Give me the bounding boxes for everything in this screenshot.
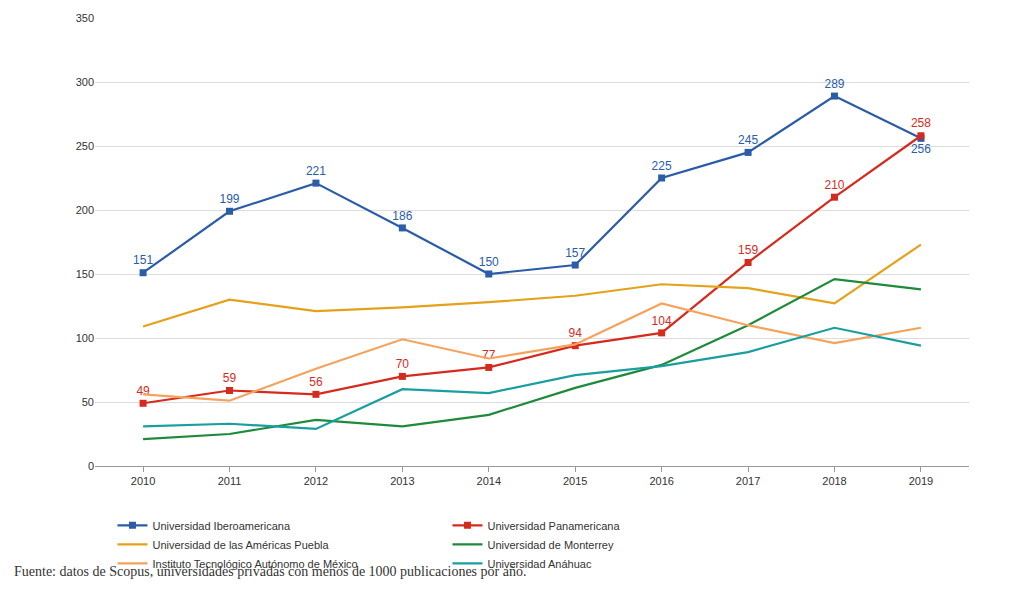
svg-text:199: 199 xyxy=(219,192,239,206)
svg-text:157: 157 xyxy=(565,246,585,260)
svg-text:2018: 2018 xyxy=(822,475,846,487)
svg-text:2010: 2010 xyxy=(131,475,155,487)
svg-text:200: 200 xyxy=(76,204,94,216)
svg-text:49: 49 xyxy=(136,384,150,398)
svg-text:225: 225 xyxy=(652,159,672,173)
svg-text:350: 350 xyxy=(76,12,94,24)
svg-text:289: 289 xyxy=(824,77,844,91)
svg-text:2013: 2013 xyxy=(390,475,414,487)
svg-text:245: 245 xyxy=(738,133,758,147)
svg-text:2017: 2017 xyxy=(736,475,760,487)
svg-text:Universidad Panamericana: Universidad Panamericana xyxy=(487,520,620,532)
svg-text:150: 150 xyxy=(479,255,499,269)
svg-text:2014: 2014 xyxy=(477,475,501,487)
svg-text:2011: 2011 xyxy=(218,475,242,487)
svg-text:Universidad Anáhuac: Universidad Anáhuac xyxy=(487,558,591,570)
svg-text:77: 77 xyxy=(482,348,496,362)
svg-text:50: 50 xyxy=(82,396,94,408)
svg-text:2016: 2016 xyxy=(649,475,673,487)
svg-text:59: 59 xyxy=(223,371,237,385)
svg-text:300: 300 xyxy=(76,76,94,88)
svg-text:70: 70 xyxy=(396,357,410,371)
svg-text:221: 221 xyxy=(306,164,326,178)
svg-text:100: 100 xyxy=(76,332,94,344)
svg-text:210: 210 xyxy=(824,178,844,192)
svg-text:258: 258 xyxy=(911,116,931,130)
svg-text:2012: 2012 xyxy=(304,475,328,487)
svg-text:186: 186 xyxy=(392,209,412,223)
svg-text:94: 94 xyxy=(569,326,583,340)
svg-text:2015: 2015 xyxy=(563,475,587,487)
svg-text:Universidad de las Américas Pu: Universidad de las Américas Puebla xyxy=(152,539,329,551)
svg-text:151: 151 xyxy=(133,253,153,267)
svg-text:Fuente: datos de Scopus, unive: Fuente: datos de Scopus, universidades p… xyxy=(14,564,526,579)
svg-text:56: 56 xyxy=(309,375,323,389)
svg-text:150: 150 xyxy=(76,268,94,280)
svg-text:104: 104 xyxy=(652,314,672,328)
svg-text:Universidad de Monterrey: Universidad de Monterrey xyxy=(487,539,613,551)
svg-text:0: 0 xyxy=(88,460,94,472)
svg-text:250: 250 xyxy=(76,140,94,152)
svg-text:256: 256 xyxy=(911,142,931,156)
svg-text:159: 159 xyxy=(738,243,758,257)
svg-text:2019: 2019 xyxy=(909,475,933,487)
svg-text:Universidad Iberoamericana: Universidad Iberoamericana xyxy=(152,520,290,532)
svg-text:Instituto Tecnológico Autónomo: Instituto Tecnológico Autónomo de México xyxy=(152,558,357,570)
